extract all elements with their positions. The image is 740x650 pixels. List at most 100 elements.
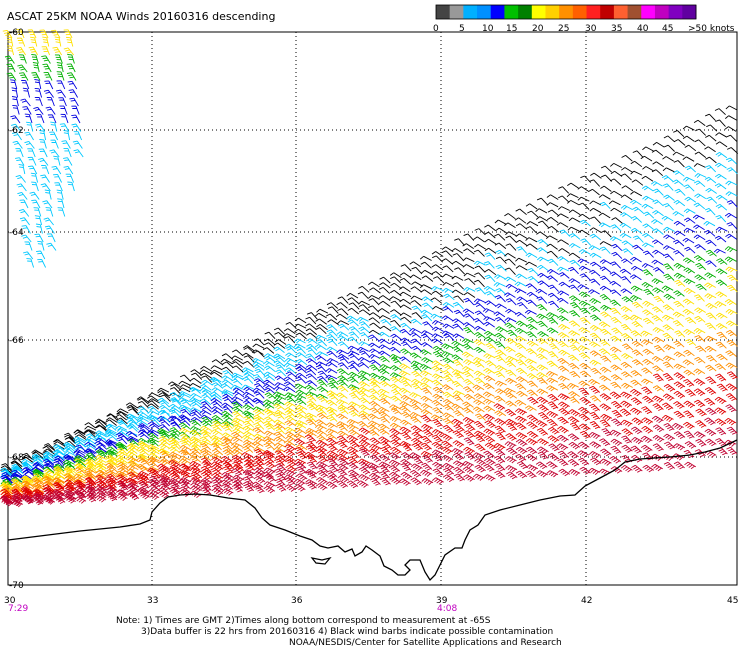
wind-barb [96, 450, 108, 459]
wind-barb [683, 449, 695, 459]
wind-barb [368, 466, 380, 475]
wind-barb [74, 431, 87, 438]
wind-barb [421, 357, 434, 364]
wind-barb [598, 348, 611, 355]
wind-barb [336, 392, 348, 399]
wind-barb [432, 350, 444, 359]
wind-barb [201, 460, 213, 470]
wind-barb [295, 398, 307, 405]
wind-barb [526, 414, 539, 423]
wind-barb [305, 328, 317, 335]
wind-barb [474, 458, 486, 466]
wind-barb [231, 349, 244, 357]
wind-barb [621, 382, 633, 389]
wind-barb [589, 441, 602, 449]
wind-barb [179, 463, 191, 472]
wind-barb [411, 305, 423, 313]
wind-barb [462, 264, 475, 270]
wind-barb [390, 300, 402, 308]
wind-barb [190, 429, 201, 438]
wind-barb [31, 72, 41, 81]
wind-barb [315, 483, 328, 491]
wind-barb [715, 204, 728, 211]
wind-barb [726, 426, 738, 435]
wind-barb [19, 217, 30, 226]
wind-barb [579, 466, 591, 475]
wind-barb [515, 470, 528, 479]
wind-barb [168, 458, 181, 465]
wind-barb [314, 419, 327, 426]
cbar-label-30: 30 [585, 24, 597, 34]
wind-barb [504, 213, 516, 220]
wind-barb [221, 488, 234, 496]
wind-barb [610, 445, 622, 454]
wind-barb [432, 407, 444, 415]
wind-barb [400, 264, 412, 272]
wind-barb [75, 479, 87, 489]
wind-barb [305, 316, 317, 325]
wind-barb [232, 387, 245, 394]
wind-barb [641, 367, 653, 374]
wind-barb [357, 370, 370, 377]
wind-barb [169, 489, 181, 497]
wind-barb [524, 309, 537, 315]
wind-barb [253, 374, 264, 382]
wind-barb [683, 184, 695, 192]
wind-barb [369, 364, 381, 372]
wind-barb [525, 252, 538, 258]
wind-barb [327, 464, 339, 473]
wind-barb [262, 347, 275, 354]
wind-barb [22, 251, 34, 260]
wind-barb [526, 221, 539, 227]
wind-barb [231, 406, 244, 413]
wind-barb [147, 437, 160, 444]
wind-barb [12, 479, 24, 487]
wind-barb [305, 391, 318, 398]
wind-barb [337, 335, 349, 342]
wind-barb [316, 386, 329, 393]
wind-barb [72, 140, 83, 149]
wind-barb [643, 211, 655, 219]
wind-barb [65, 36, 74, 47]
wind-barb [505, 337, 518, 345]
wind-barb [189, 448, 202, 455]
wind-barb [147, 457, 160, 464]
wind-barb [673, 130, 685, 138]
wind-barb [494, 355, 506, 363]
wind-barb [568, 266, 579, 275]
wind-barb [368, 353, 381, 359]
wind-barb [642, 358, 654, 366]
wind-barb [284, 392, 297, 399]
note-line-3: NOAA/NESDIS/Center for Satellite Applica… [289, 638, 562, 648]
wind-barb [546, 250, 558, 258]
colorbar-swatch [531, 5, 546, 19]
wind-barb [368, 429, 380, 437]
wind-barb [358, 448, 370, 457]
wind-barb [199, 369, 212, 375]
lon-label-39: 39 [436, 596, 448, 606]
wind-barb [621, 240, 634, 247]
wind-barb [714, 407, 727, 415]
wind-barb [67, 181, 75, 192]
wind-barb [253, 433, 266, 440]
wind-barb [315, 334, 328, 340]
wind-barb [715, 119, 726, 127]
wind-barb [95, 425, 108, 432]
wind-barb [663, 433, 675, 442]
wind-barb [326, 350, 338, 358]
cbar-label-15: 15 [506, 24, 517, 34]
wind-barb [16, 183, 27, 192]
wind-barb [411, 266, 423, 275]
wind-barb [96, 419, 108, 427]
wind-barb [305, 415, 317, 423]
wind-barb [357, 291, 369, 299]
wind-barb [505, 235, 517, 243]
wind-barb [473, 302, 486, 310]
wind-barb [621, 155, 633, 162]
wind-barb [494, 380, 507, 387]
wind-barb [42, 200, 53, 209]
wind-barb [33, 207, 42, 217]
wind-barb [305, 380, 318, 387]
wind-barb [443, 333, 455, 341]
wind-barb [115, 414, 127, 421]
